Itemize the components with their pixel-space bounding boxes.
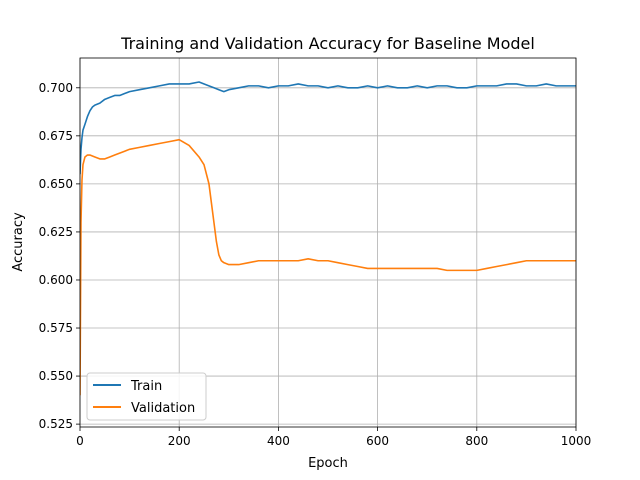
- legend: Train Validation: [86, 372, 207, 421]
- y-tick-label: 0.600: [39, 273, 73, 287]
- y-tick-label: 0.675: [39, 129, 73, 143]
- y-tick-label: 0.575: [39, 321, 73, 335]
- axis-ticks: 0 200 400 600 800 1000 0.525 0.550 0.575 0.600 0.6…: [39, 81, 592, 448]
- x-tick-label: 400: [267, 434, 290, 448]
- series-line-validation: [80, 138, 576, 396]
- legend-label-train: Train: [130, 379, 162, 394]
- x-tick-label: 0: [76, 434, 84, 448]
- y-axis-label: Accuracy: [11, 212, 26, 272]
- series-layer: [80, 81, 576, 396]
- series-line-train: [80, 81, 576, 175]
- y-tick-label: 0.700: [39, 81, 73, 95]
- plot-area: [80, 58, 576, 427]
- x-tick-label: 1000: [561, 434, 592, 448]
- plot-frame: [79, 57, 577, 428]
- x-tick-label: 800: [465, 434, 488, 448]
- chart-title: Training and Validation Accuracy for Bas…: [120, 34, 535, 53]
- y-tick-label: 0.625: [39, 225, 73, 239]
- x-tick-label: 600: [366, 434, 389, 448]
- y-tick-label: 0.550: [39, 369, 73, 383]
- legend-label-validation: Validation: [131, 401, 195, 416]
- y-tick-label: 0.650: [39, 177, 73, 191]
- x-tick-label: 200: [168, 434, 191, 448]
- y-tick-label: 0.525: [39, 417, 73, 431]
- x-axis-label: Epoch: [308, 456, 348, 471]
